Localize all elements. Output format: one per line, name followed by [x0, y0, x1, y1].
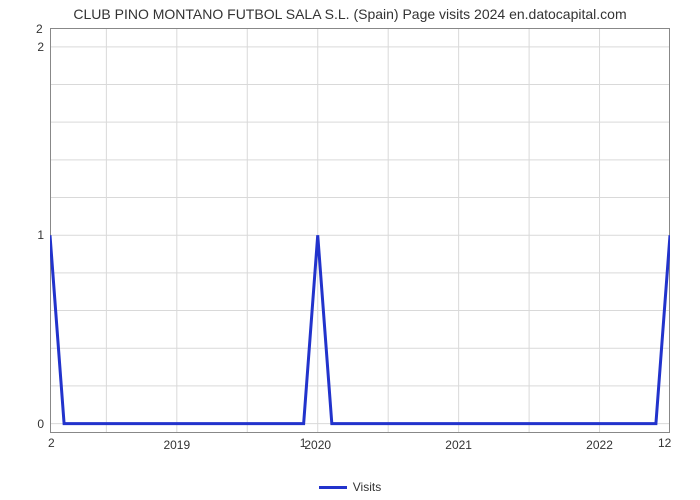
outer-tick-bottom-center: 1 [300, 436, 307, 450]
chart-container: CLUB PINO MONTANO FUTBOL SALA S.L. (Spai… [0, 0, 700, 500]
legend-swatch [319, 486, 347, 489]
x-tick-label: 2019 [163, 438, 190, 452]
outer-tick-bottom-right: 12 [658, 436, 671, 450]
outer-tick-bottom-left: 2 [48, 436, 55, 450]
legend-label: Visits [353, 480, 381, 494]
legend: Visits [0, 480, 700, 494]
x-tick-label: 2022 [586, 438, 613, 452]
y-tick-label: 0 [37, 417, 44, 431]
x-tick-label: 2021 [445, 438, 472, 452]
y-tick-label: 1 [37, 228, 44, 242]
outer-tick-top-left: 2 [36, 22, 43, 36]
x-tick-label: 2020 [304, 438, 331, 452]
plot-area [50, 28, 670, 433]
chart-svg [50, 28, 670, 433]
chart-title: CLUB PINO MONTANO FUTBOL SALA S.L. (Spai… [0, 6, 700, 22]
y-tick-label: 2 [37, 40, 44, 54]
